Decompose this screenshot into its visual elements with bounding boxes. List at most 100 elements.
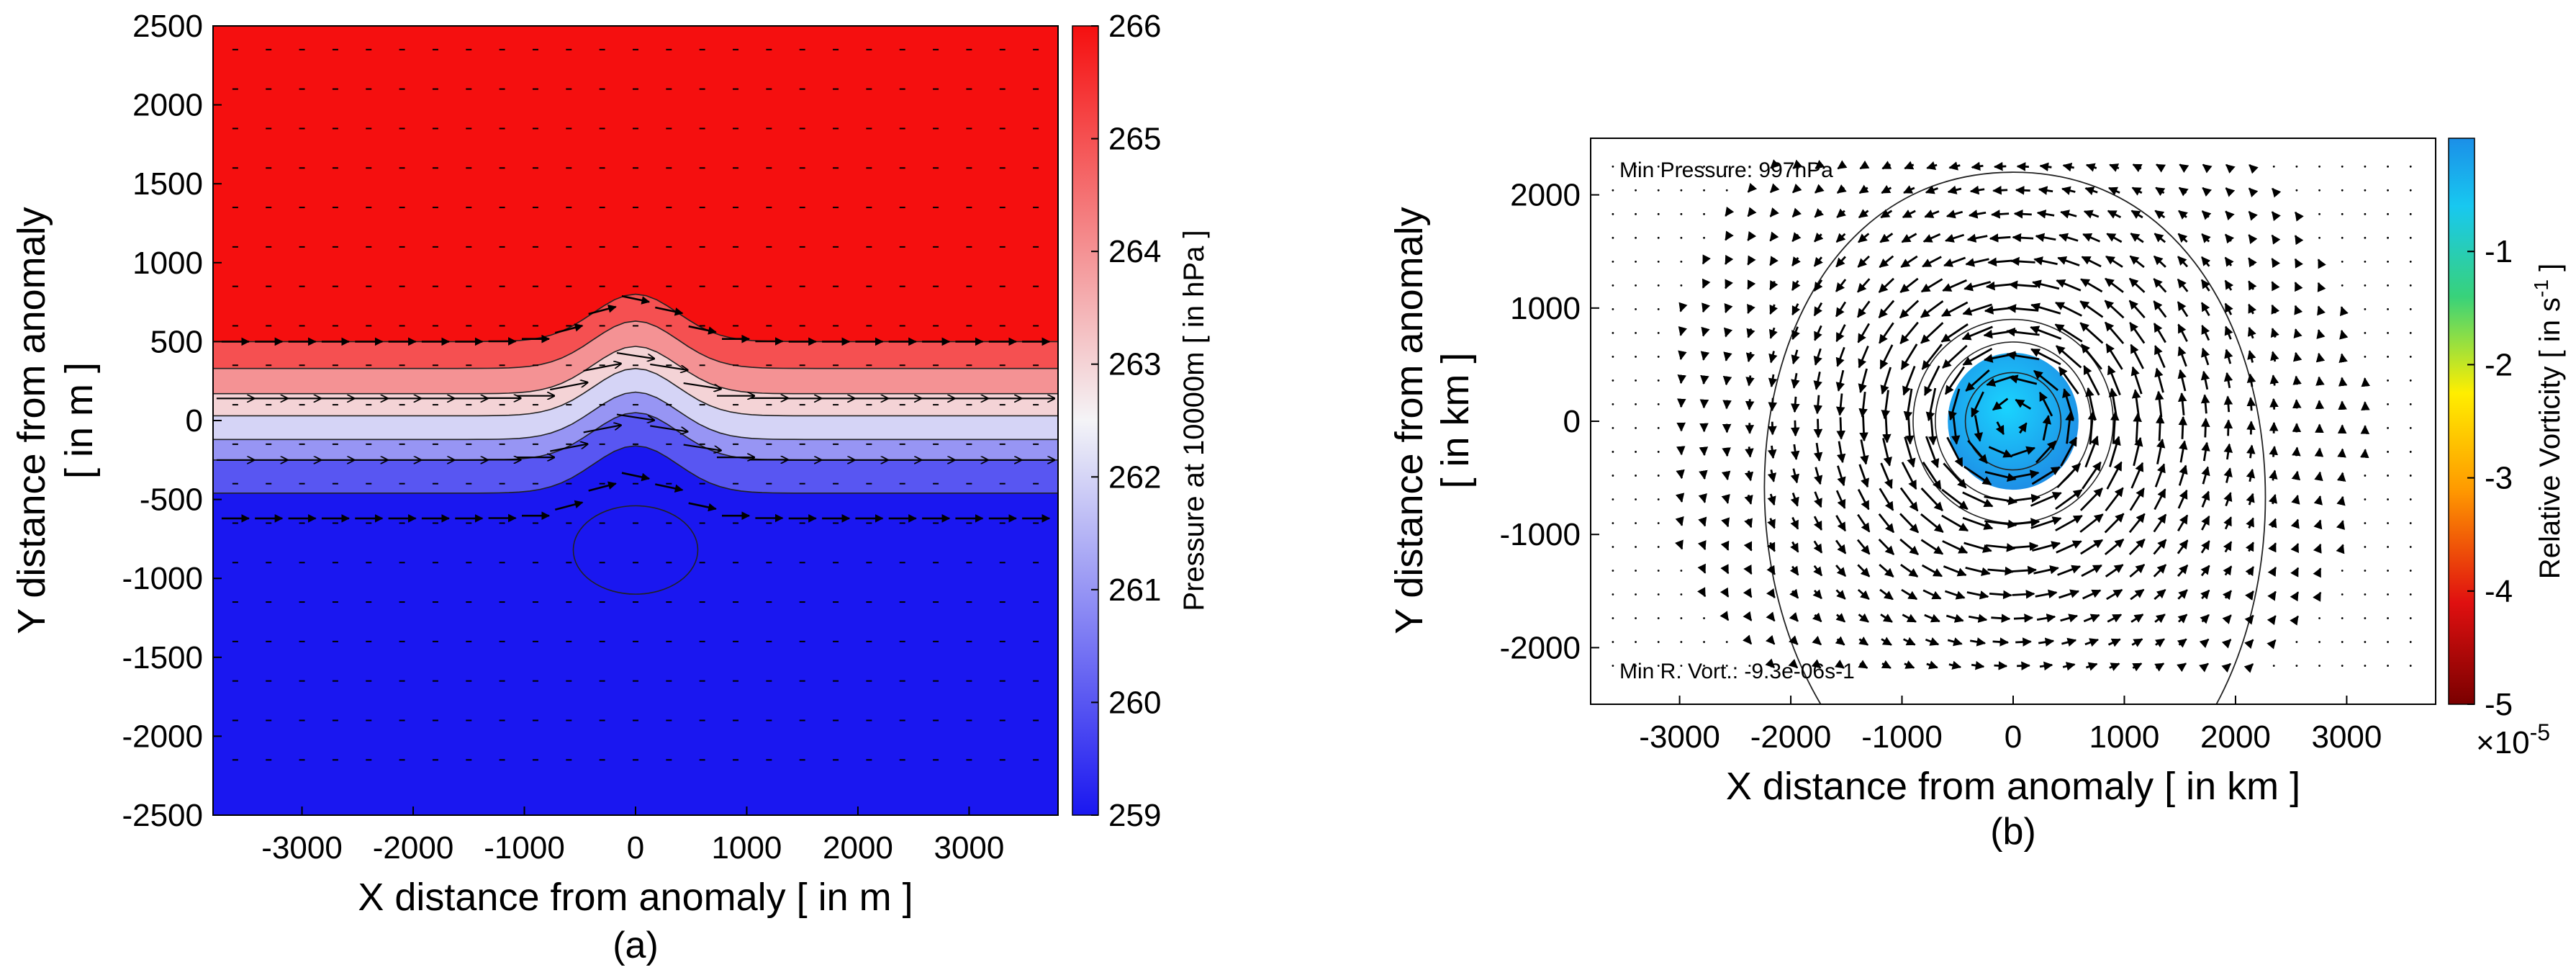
- wind-arrow: [650, 363, 687, 370]
- wind-arrow-dot: [1635, 379, 1637, 382]
- wind-arrow: [2313, 543, 2322, 554]
- wind-arrow: [2178, 210, 2188, 220]
- wind-arrow: [2079, 488, 2103, 511]
- wind-arrow-dot: [1680, 617, 1683, 619]
- wind-arrow: [2128, 539, 2146, 555]
- wind-arrow: [1923, 365, 1940, 396]
- wind-arrow: [2060, 614, 2079, 623]
- wind-arrow: [1837, 465, 1846, 487]
- wind-arrow: [2006, 493, 2041, 503]
- wind-arrow-dot: [1725, 665, 1728, 667]
- wind-arrow-dot: [1657, 212, 1660, 215]
- wind-arrow-dot: [1612, 641, 1614, 643]
- wind-arrow: [1880, 462, 1893, 489]
- wind-arrow-dot: [2409, 617, 2412, 619]
- wind-arrow: [2084, 187, 2098, 196]
- wind-arrow: [1725, 230, 1734, 241]
- wind-arrow: [1791, 349, 1800, 365]
- x-tick-label: -3000: [1639, 719, 1720, 755]
- wind-arrow: [1857, 564, 1871, 578]
- wind-arrow-dot: [2364, 165, 2367, 168]
- axis-ticks: -3000 -2000 -1000 0 1000 2000 3000 -2500 -2000 -1…: [122, 9, 1004, 866]
- wind-arrow: [2008, 374, 2038, 385]
- wind-arrow: [2129, 255, 2145, 269]
- wind-arrow: [683, 382, 721, 389]
- y-axis-label-line1: Y distance from anomaly: [10, 207, 53, 634]
- wind-arrow: [1925, 637, 1940, 646]
- wind-arrow: [1675, 516, 1684, 526]
- wind-arrow-dot: [2409, 260, 2412, 263]
- wind-arrow: [2224, 233, 2235, 244]
- wind-arrow: [2154, 588, 2166, 601]
- wind-arrow: [588, 305, 617, 315]
- wind-arrow: [1678, 326, 1687, 336]
- wind-arrow-dot: [1635, 451, 1637, 453]
- wind-arrow: [2017, 661, 2030, 670]
- wind-arrow: [2055, 489, 2083, 510]
- wind-arrow: [1880, 614, 1893, 623]
- wind-arrow-dot: [1635, 331, 1637, 334]
- wind-arrow: [2247, 326, 2256, 339]
- wind-arrow: [2038, 186, 2053, 195]
- wind-arrow: [1722, 375, 1732, 386]
- wind-arrow: [1989, 233, 2011, 243]
- wind-arrow: [1904, 660, 1915, 669]
- wind-arrow-dot: [1703, 212, 1705, 215]
- wind-arrow: [2200, 614, 2210, 624]
- wind-arrow: [2291, 470, 2301, 481]
- wind-arrow: [2032, 279, 2060, 290]
- wind-arrow-dot: [1748, 165, 1751, 168]
- wind-arrow: [1811, 659, 1822, 669]
- wind-arrow: [583, 364, 621, 372]
- wind-arrow: [1768, 374, 1778, 388]
- wind-arrow: [2039, 162, 2052, 171]
- wind-arrow-dot: [2409, 212, 2412, 215]
- wind-arrow: [1948, 660, 1962, 670]
- wind-arrow: [2017, 422, 2028, 434]
- wind-arrow-dot: [2341, 570, 2344, 572]
- wind-arrow: [1744, 494, 1753, 505]
- wind-arrow-dot: [2387, 189, 2389, 192]
- wind-arrow: [2057, 256, 2080, 266]
- wind-arrow-dot: [2341, 165, 2344, 168]
- wind-arrow: [2012, 233, 2034, 243]
- wind-arrow: [2290, 518, 2300, 529]
- wind-arrow: [1920, 278, 1943, 293]
- wind-arrow-dot: [2341, 641, 2344, 643]
- wind-arrow-dot: [2409, 189, 2412, 192]
- wind-arrow: [1814, 325, 1822, 341]
- wind-arrow: [2336, 520, 2346, 530]
- wind-arrow: [550, 444, 587, 452]
- wind-arrow: [2035, 233, 2056, 243]
- wind-arrow: [2083, 364, 2100, 396]
- y-tick-label: -1000: [1499, 517, 1581, 552]
- wind-arrow: [1747, 207, 1757, 217]
- wind-arrow: [2249, 163, 2259, 174]
- wind-arrow: [1899, 487, 1919, 512]
- wind-arrow: [2058, 233, 2079, 242]
- wind-arrow: [1943, 462, 1967, 489]
- wind-arrow: [2248, 234, 2258, 245]
- wind-arrow: [2030, 516, 2062, 529]
- wind-arrow: [1858, 233, 1870, 243]
- wind-arrow: [2155, 187, 2166, 197]
- wind-arrow: [1814, 467, 1823, 485]
- wind-arrow: [1743, 564, 1753, 575]
- wind-arrow: [2062, 662, 2076, 671]
- wind-arrow: [2202, 187, 2213, 197]
- wind-arrow: [1835, 346, 1845, 367]
- wind-arrow: [2154, 233, 2166, 243]
- wind-arrow: [655, 306, 684, 316]
- wind-arrow: [688, 502, 717, 512]
- wind-arrow: [1814, 232, 1824, 243]
- wind-arrow: [2104, 513, 2125, 534]
- wind-arrow-dot: [1612, 546, 1614, 548]
- wind-arrow: [1700, 351, 1710, 361]
- wind-arrow: [2007, 469, 2040, 480]
- wind-arrow: [2107, 187, 2120, 196]
- wind-arrow: [2225, 210, 2235, 221]
- wind-arrow: [2030, 348, 2061, 366]
- wind-arrow: [1901, 588, 1918, 601]
- min-vorticity-annotation: Min R. Vort.: -9.3e-06s-1: [1619, 660, 1855, 683]
- wind-arrow-dot: [1657, 260, 1660, 263]
